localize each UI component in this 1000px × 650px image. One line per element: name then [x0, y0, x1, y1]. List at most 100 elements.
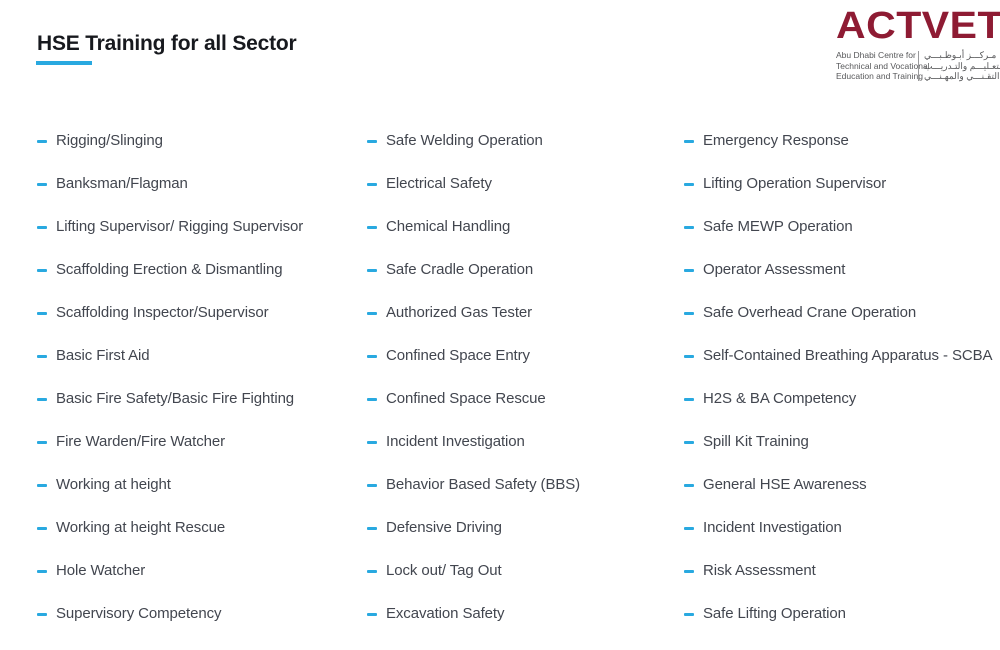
list-item: Supervisory Competency [37, 592, 362, 635]
list-item: Scaffolding Erection & Dismantling [37, 248, 362, 291]
list-item: Confined Space Rescue [367, 377, 679, 420]
list-item: General HSE Awareness [684, 463, 1000, 506]
dash-bullet-icon [684, 569, 694, 573]
dash-bullet-icon [367, 612, 377, 616]
list-item-label: Supervisory Competency [56, 605, 222, 622]
list-item-label: Working at height Rescue [56, 519, 226, 536]
actvet-logo: ACTVET Abu Dhabi Centre for Technical an… [836, 6, 1000, 82]
list-item: Safe MEWP Operation [684, 205, 1000, 248]
logo-tagline-line: Technical and Vocational [836, 60, 930, 71]
list-item-label: H2S & BA Competency [703, 390, 857, 407]
list-item: Risk Assessment [684, 549, 1000, 592]
list-item: Banksman/Flagman [37, 162, 362, 205]
list-item-label: Safe Overhead Crane Operation [703, 304, 917, 321]
list-item: Scaffolding Inspector/Supervisor [37, 291, 362, 334]
list-item: Incident Investigation [367, 420, 679, 463]
list-item: Lifting Operation Supervisor [684, 162, 1000, 205]
dash-bullet-icon [684, 483, 694, 487]
logo-arabic-line: التقـنـــي والمهـنـــي [924, 71, 1000, 81]
dash-bullet-icon [684, 354, 694, 358]
list-item: Safe Welding Operation [367, 119, 679, 162]
list-item-label: Fire Warden/Fire Watcher [56, 433, 226, 450]
course-column-1: Rigging/Slinging Banksman/Flagman Liftin… [37, 119, 362, 635]
list-item-label: Excavation Safety [386, 605, 505, 622]
list-item: Lock out/ Tag Out [367, 549, 679, 592]
list-item: Incident Investigation [684, 506, 1000, 549]
list-item: Electrical Safety [367, 162, 679, 205]
logo-arabic-line: مـركـــز أبـوظـبـــي [924, 50, 997, 60]
list-item: Behavior Based Safety (BBS) [367, 463, 679, 506]
dash-bullet-icon [37, 440, 47, 444]
dash-bullet-icon [684, 268, 694, 272]
list-item: Chemical Handling [367, 205, 679, 248]
list-item: Safe Cradle Operation [367, 248, 679, 291]
dash-bullet-icon [37, 397, 47, 401]
list-item: Emergency Response [684, 119, 1000, 162]
list-item-label: Incident Investigation [386, 433, 525, 450]
dash-bullet-icon [37, 182, 47, 186]
dash-bullet-icon [37, 526, 47, 530]
actvet-wordmark: ACTVET [836, 4, 1000, 47]
dash-bullet-icon [367, 483, 377, 487]
logo-tagline-english: Abu Dhabi Centre for Technical and Vocat… [836, 50, 930, 82]
list-item-label: Authorized Gas Tester [386, 304, 533, 321]
title-underline [36, 61, 92, 65]
dash-bullet-icon [367, 354, 377, 358]
list-item-label: Operator Assessment [703, 261, 846, 278]
list-item-label: Incident Investigation [703, 519, 842, 536]
logo-tagline-line: Abu Dhabi Centre for [836, 50, 916, 60]
list-item-label: Lock out/ Tag Out [386, 562, 502, 579]
dash-bullet-icon [684, 440, 694, 444]
dash-bullet-icon [37, 139, 47, 143]
list-item-label: Emergency Response [703, 132, 849, 149]
list-item: Hole Watcher [37, 549, 362, 592]
list-item: Rigging/Slinging [37, 119, 362, 162]
list-item: Spill Kit Training [684, 420, 1000, 463]
dash-bullet-icon [684, 526, 694, 530]
dash-bullet-icon [684, 311, 694, 315]
dash-bullet-icon [684, 612, 694, 616]
list-item: Working at height [37, 463, 362, 506]
list-item-label: Working at height [56, 476, 171, 493]
dash-bullet-icon [367, 139, 377, 143]
list-item-label: Banksman/Flagman [56, 175, 188, 192]
dash-bullet-icon [684, 397, 694, 401]
dash-bullet-icon [37, 311, 47, 315]
list-item-label: Safe Lifting Operation [703, 605, 846, 622]
list-item-label: Self-Contained Breathing Apparatus - SCB… [703, 347, 993, 364]
list-item: Self-Contained Breathing Apparatus - SCB… [684, 334, 1000, 377]
dash-bullet-icon [684, 182, 694, 186]
dash-bullet-icon [367, 311, 377, 315]
logo-divider [918, 51, 919, 81]
list-item-label: Safe MEWP Operation [703, 218, 853, 235]
list-item: Operator Assessment [684, 248, 1000, 291]
logo-tagline-arabic: مـركـــز أبـوظـبـــي للتعـليـــم والتـدر… [924, 50, 1000, 82]
list-item: Defensive Driving [367, 506, 679, 549]
list-item-label: Safe Welding Operation [386, 132, 543, 149]
list-item-label: Defensive Driving [386, 519, 502, 536]
dash-bullet-icon [367, 440, 377, 444]
list-item-label: Electrical Safety [386, 175, 492, 192]
list-item: Authorized Gas Tester [367, 291, 679, 334]
dash-bullet-icon [37, 483, 47, 487]
dash-bullet-icon [367, 569, 377, 573]
list-item: Safe Lifting Operation [684, 592, 1000, 635]
dash-bullet-icon [684, 139, 694, 143]
dash-bullet-icon [367, 268, 377, 272]
dash-bullet-icon [367, 182, 377, 186]
dash-bullet-icon [37, 569, 47, 573]
list-item-label: Scaffolding Inspector/Supervisor [56, 304, 269, 321]
logo-arabic-line: للتعـليـــم والتـدريـــب [924, 60, 1000, 71]
list-item: Working at height Rescue [37, 506, 362, 549]
list-item-label: General HSE Awareness [703, 476, 867, 493]
list-item: Safe Overhead Crane Operation [684, 291, 1000, 334]
list-item: Fire Warden/Fire Watcher [37, 420, 362, 463]
list-item: Basic First Aid [37, 334, 362, 377]
dash-bullet-icon [367, 526, 377, 530]
list-item-label: Chemical Handling [386, 218, 511, 235]
list-item-label: Hole Watcher [56, 562, 146, 579]
logo-tagline-line: Education and Training [836, 71, 923, 81]
list-item-label: Behavior Based Safety (BBS) [386, 476, 581, 493]
list-item-label: Spill Kit Training [703, 433, 809, 450]
